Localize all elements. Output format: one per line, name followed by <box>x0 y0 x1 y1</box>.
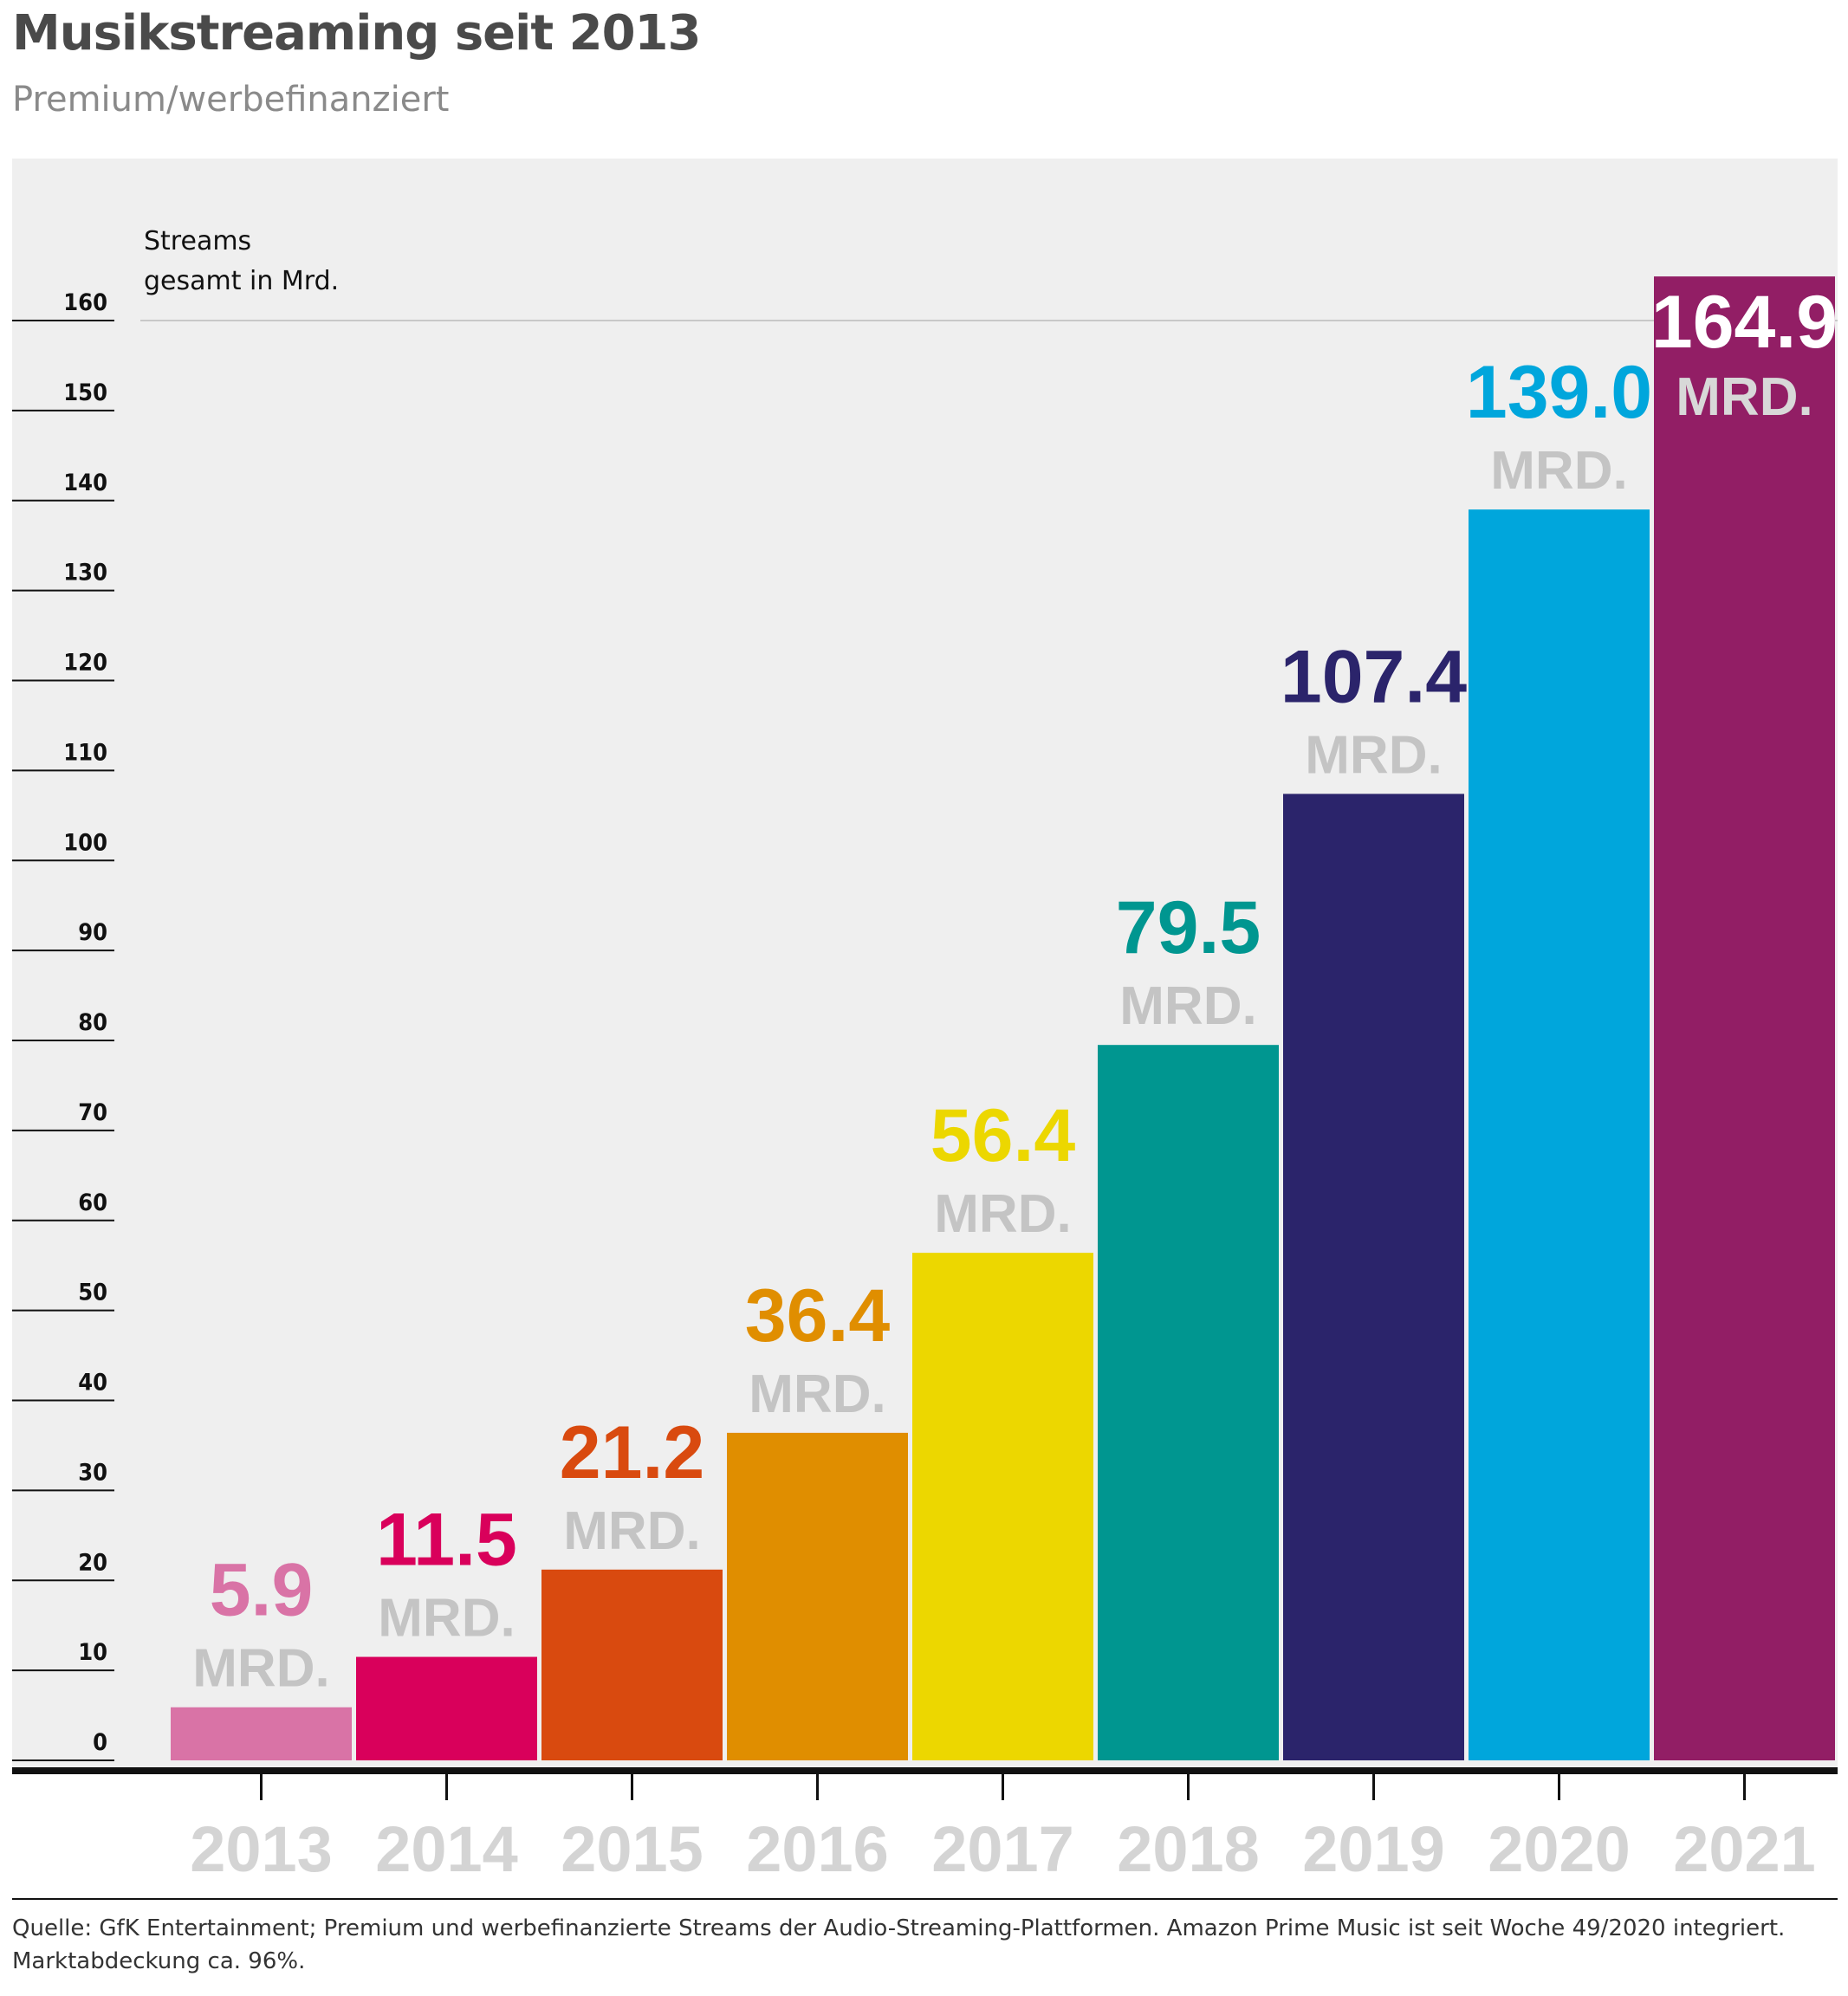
unit-label: MRD. <box>934 1184 1071 1244</box>
source-text: Quelle: GfK Entertainment; Premium und w… <box>12 1915 1786 1941</box>
x-axis-line <box>12 1767 1838 1774</box>
bar <box>1469 509 1650 1761</box>
y-tick-label: 150 <box>63 379 107 406</box>
y-tick-label: 10 <box>78 1639 107 1666</box>
value-label: 107.4 <box>1281 635 1467 718</box>
bar <box>1283 794 1464 1760</box>
value-label: 11.5 <box>376 1499 517 1582</box>
bar <box>541 1569 723 1760</box>
x-tick-label: 2013 <box>190 1813 333 1885</box>
unit-label: MRD. <box>378 1589 515 1649</box>
x-tick-label: 2018 <box>1117 1813 1260 1885</box>
x-tick-label: 2020 <box>1488 1813 1631 1885</box>
value-label: 79.5 <box>1116 886 1261 969</box>
y-axis-label-line-1: Streams <box>144 226 251 256</box>
value-label: 139.0 <box>1466 351 1652 434</box>
y-tick-label: 100 <box>63 829 107 856</box>
value-label: 36.4 <box>745 1274 891 1358</box>
bar <box>1654 276 1835 1760</box>
y-tick-label: 50 <box>78 1280 107 1306</box>
value-label: 5.9 <box>210 1549 314 1632</box>
value-label: 21.2 <box>560 1411 704 1494</box>
value-label: 164.9 <box>1651 281 1838 364</box>
x-tick-label: 2015 <box>561 1813 704 1885</box>
y-tick-label: 20 <box>78 1549 107 1576</box>
bar <box>171 1707 352 1760</box>
y-tick-label: 70 <box>78 1099 107 1126</box>
chart-subtitle: Premium/werbefinanziert <box>12 80 450 120</box>
y-tick-label: 80 <box>78 1009 107 1036</box>
coverage-text: Marktabdeckung ca. 96%. <box>12 1948 306 1974</box>
x-tick-label: 2019 <box>1302 1813 1445 1885</box>
value-label: 56.4 <box>930 1094 1076 1177</box>
y-tick-label: 140 <box>63 470 107 496</box>
y-tick-label: 0 <box>93 1729 107 1756</box>
y-tick-label: 110 <box>63 739 107 766</box>
bar <box>356 1656 537 1760</box>
unit-label: MRD. <box>192 1639 329 1699</box>
bars: 5.9MRD.11.5MRD.21.2MRD.36.4MRD.56.4MRD.7… <box>171 276 1838 1761</box>
y-tick-label: 60 <box>78 1189 107 1216</box>
y-axis: 0 10 20 30 40 50 60 70 80 90 100 110 120 130 140 150 160 <box>12 289 114 1761</box>
x-tick-label: 2017 <box>931 1813 1074 1885</box>
unit-label: MRD. <box>1305 725 1442 785</box>
unit-label: MRD. <box>563 1501 700 1561</box>
chart-title: Musikstreaming seit 2013 <box>12 5 701 62</box>
unit-label: MRD. <box>1119 976 1256 1036</box>
x-tick-label: 2021 <box>1673 1813 1816 1885</box>
y-tick-label: 160 <box>63 289 107 316</box>
unit-label: MRD. <box>749 1364 885 1424</box>
bar <box>1098 1045 1279 1760</box>
bar-chart: 0 10 20 30 40 50 60 70 80 90 100 110 120 130 140 150 160… <box>12 159 1838 1900</box>
x-tick-label: 2016 <box>746 1813 889 1885</box>
bar <box>912 1253 1093 1760</box>
y-tick-label: 30 <box>78 1459 107 1486</box>
bar <box>727 1432 908 1760</box>
source-note: Quelle: GfK Entertainment; Premium und w… <box>12 1912 1832 1978</box>
y-tick-label: 40 <box>78 1370 107 1397</box>
x-tick-label: 2014 <box>375 1813 518 1885</box>
x-axis: 2013 2014 2015 2016 2017 2018 2019 2020 2021 <box>190 1774 1816 1885</box>
unit-label: MRD. <box>1676 367 1812 427</box>
y-tick-label: 130 <box>63 560 107 586</box>
unit-label: MRD. <box>1490 441 1627 501</box>
y-axis-label-line-2: gesamt in Mrd. <box>144 266 339 296</box>
y-tick-label: 120 <box>63 650 107 677</box>
y-tick-label: 90 <box>78 919 107 946</box>
